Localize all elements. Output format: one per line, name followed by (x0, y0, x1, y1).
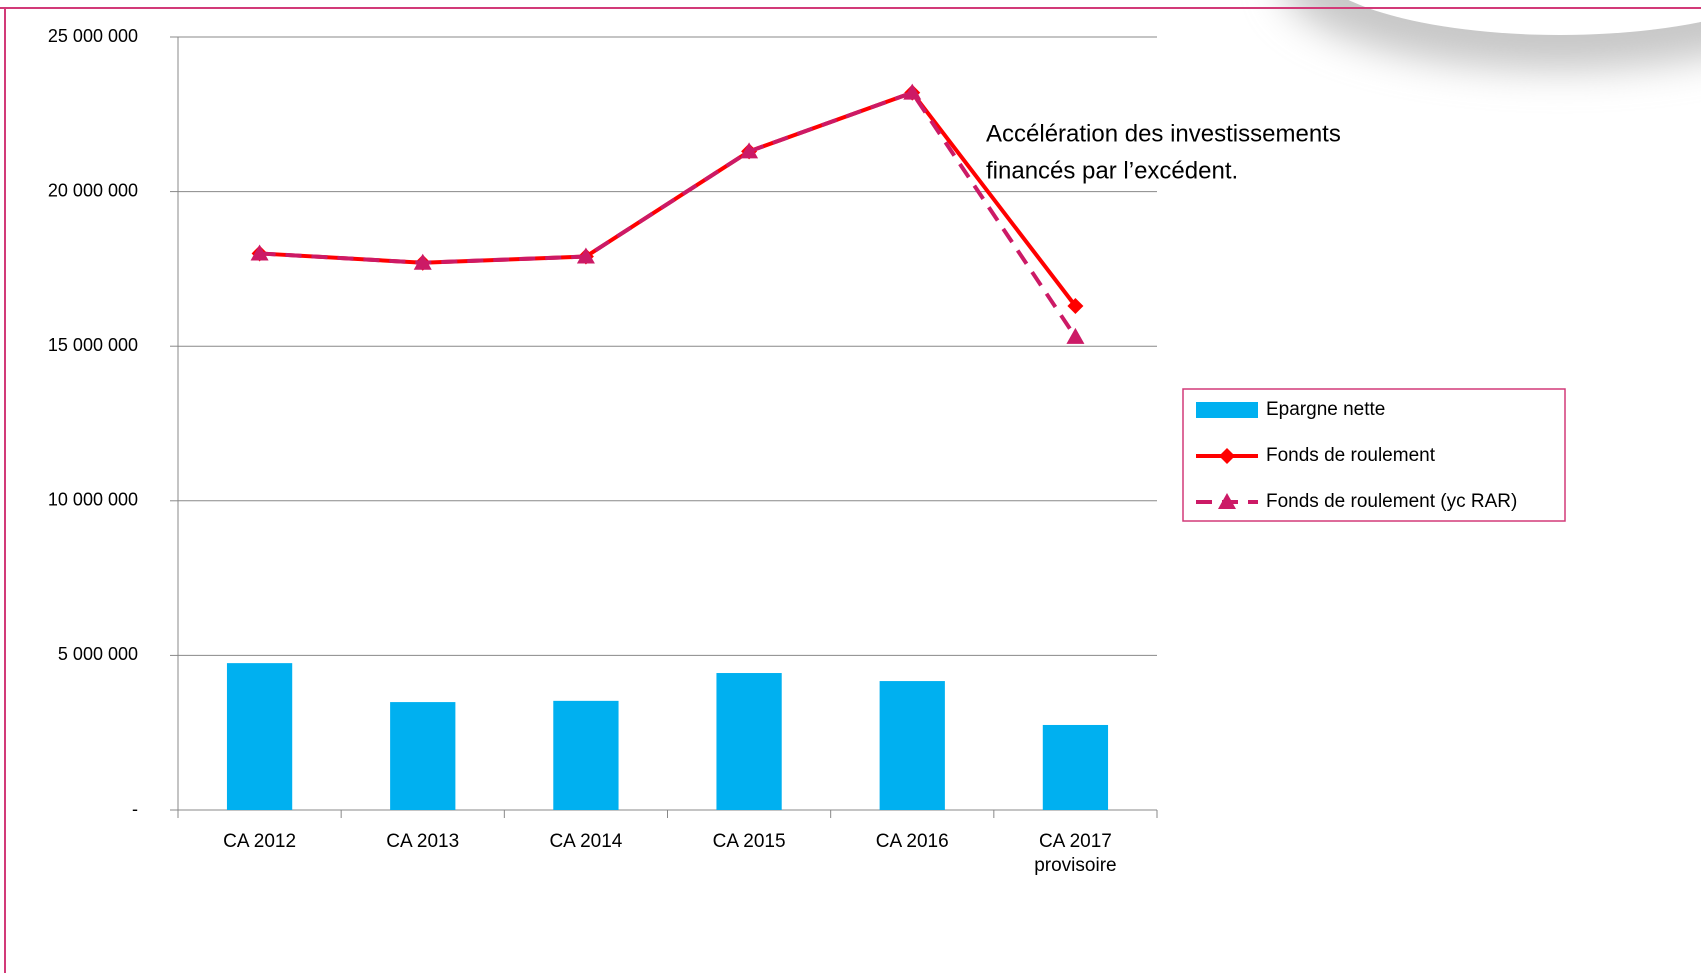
point-marker (1066, 327, 1085, 344)
x-tick-label: CA 2017 provisoire (1034, 831, 1117, 876)
bar (390, 702, 456, 810)
legend-swatch (1196, 402, 1258, 418)
bar (226, 663, 293, 810)
annotation: Accélération des investissements (986, 120, 1341, 147)
point-marker (250, 244, 269, 261)
annotation: financés par l’excédent. (986, 157, 1238, 184)
line (259, 90, 1078, 308)
bar (879, 681, 945, 810)
legend-label: Fonds de roulement (1266, 445, 1436, 466)
y-tick-label: 25 000 000 (48, 26, 138, 46)
legend-label: Fonds de roulement (yc RAR) (1266, 491, 1517, 512)
y-tick-label: - (132, 799, 138, 819)
legend-marker (1218, 493, 1236, 509)
x-tick-label: CA 2015 (712, 831, 786, 852)
bar (716, 673, 782, 810)
line (259, 90, 1078, 339)
x-tick-label: CA 2014 (549, 831, 623, 852)
point-marker (1067, 298, 1084, 315)
y-tick-label: 15 000 000 (48, 335, 138, 355)
point-marker (903, 83, 922, 100)
x-tick-label: CA 2013 (386, 831, 460, 852)
x-tick-label: CA 2016 (875, 831, 949, 852)
y-tick-label: 10 000 000 (48, 490, 138, 510)
y-tick-label: 20 000 000 (48, 180, 138, 200)
bar (553, 700, 619, 810)
y-tick-label: 5 000 000 (58, 644, 138, 664)
legend-label: Epargne nette (1266, 399, 1385, 420)
bar (1042, 724, 1109, 810)
point-marker (576, 247, 595, 264)
point-marker (740, 142, 759, 159)
point-marker (413, 253, 432, 270)
legend-marker (1219, 448, 1235, 464)
x-tick-label: CA 2012 (223, 831, 297, 852)
